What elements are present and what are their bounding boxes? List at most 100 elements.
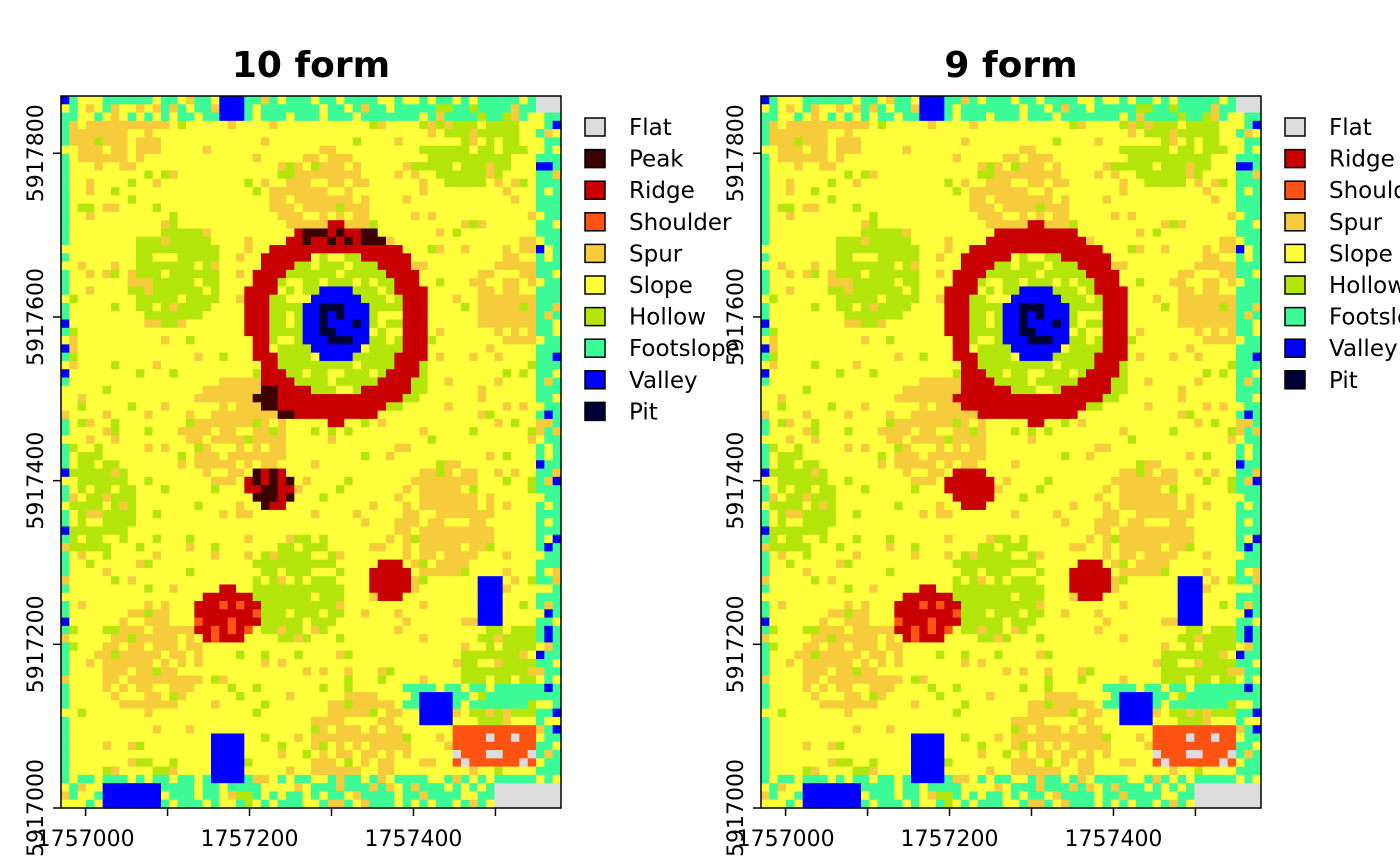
raster-cell: [369, 750, 379, 759]
raster-cell: [69, 178, 79, 188]
raster-cell: [344, 485, 354, 494]
raster-cell: [244, 509, 254, 519]
raster-cell: [227, 120, 237, 130]
raster-cell: [302, 625, 312, 635]
raster-cell: [469, 443, 479, 453]
raster-cell: [377, 269, 387, 279]
raster-cell: [427, 294, 437, 304]
raster-cell: [502, 170, 512, 180]
raster-cell: [444, 336, 454, 345]
raster-cell: [236, 129, 245, 138]
raster-cell: [194, 385, 204, 395]
raster-cell: [494, 269, 504, 279]
raster-cell: [169, 642, 179, 652]
raster-cell: [444, 774, 454, 784]
raster-cell: [386, 741, 395, 751]
raster-cell: [227, 750, 237, 759]
raster-cell: [94, 584, 104, 594]
raster-cell: [369, 394, 379, 403]
raster-cell: [144, 402, 154, 412]
raster-cell: [119, 203, 129, 213]
raster-cell: [352, 468, 362, 478]
raster-cell: [511, 534, 520, 544]
raster-cell: [369, 708, 379, 718]
raster-cell: [202, 650, 212, 660]
raster-cell: [144, 327, 154, 337]
raster-cell: [202, 567, 212, 577]
raster-cell: [377, 319, 387, 329]
raster-cell: [211, 104, 220, 114]
raster-cell: [527, 518, 537, 528]
raster-cell: [294, 559, 304, 569]
raster-cell: [411, 145, 420, 155]
raster-cell: [211, 286, 220, 296]
raster-cell: [169, 427, 179, 437]
raster-cell: [369, 501, 379, 511]
raster-cell: [311, 394, 320, 403]
raster-cell: [461, 766, 470, 776]
raster-cell: [286, 336, 295, 345]
raster-cell: [102, 783, 112, 793]
raster-cell: [427, 319, 437, 329]
raster-cell: [444, 385, 454, 395]
raster-cell: [102, 220, 112, 230]
raster-cell: [177, 468, 187, 478]
raster-cell: [94, 228, 104, 238]
raster-cell: [136, 716, 145, 726]
raster-cell: [69, 369, 79, 379]
raster-cell: [269, 162, 279, 172]
raster-cell: [394, 692, 404, 701]
raster-cell: [427, 625, 437, 635]
raster-cell: [477, 120, 487, 130]
raster-cell: [527, 352, 537, 362]
raster-cell: [111, 774, 120, 784]
raster-cell: [461, 162, 470, 172]
raster-cell: [236, 716, 245, 726]
raster-cell: [77, 418, 87, 428]
raster-cell: [377, 476, 387, 486]
raster-cell: [527, 236, 537, 246]
raster-cell: [469, 642, 479, 652]
raster-cell: [327, 129, 337, 138]
raster-cell: [327, 642, 337, 652]
raster-cell: [186, 187, 195, 196]
raster-cell: [177, 104, 187, 114]
raster-cell: [269, 692, 279, 701]
raster-cell: [377, 493, 387, 503]
raster-cell: [427, 692, 437, 701]
raster-cell: [136, 253, 145, 263]
raster-cell: [319, 683, 329, 693]
raster-cell: [511, 725, 520, 735]
raster-cell: [94, 700, 104, 710]
raster-cell: [252, 460, 262, 470]
raster-cell: [444, 319, 454, 329]
raster-cell: [527, 658, 537, 668]
raster-cell: [127, 352, 137, 362]
raster-cell: [461, 104, 470, 114]
raster-cell: [402, 220, 412, 230]
raster-cell: [461, 741, 470, 751]
raster-cell: [444, 733, 454, 743]
raster-cell: [252, 402, 262, 412]
raster-cell: [144, 336, 154, 345]
raster-cell: [402, 253, 412, 263]
raster-cell: [377, 344, 387, 354]
raster-cell: [452, 708, 462, 718]
raster-cell: [402, 178, 412, 188]
raster-cell: [77, 650, 87, 660]
raster-cell: [69, 418, 79, 428]
raster-cell: [327, 750, 337, 759]
raster-cell: [527, 427, 537, 437]
raster-cell: [319, 576, 329, 586]
raster-cell: [111, 567, 120, 577]
raster-cell: [136, 220, 145, 230]
raster-cell: [402, 245, 412, 254]
raster-cell: [536, 96, 545, 105]
raster-cell: [252, 766, 262, 776]
raster-cell: [119, 120, 129, 130]
raster-cell: [211, 178, 220, 188]
raster-cell: [177, 261, 187, 271]
panel-title: 10 form: [232, 45, 390, 86]
raster-cell: [111, 195, 120, 205]
raster-cell: [494, 543, 504, 552]
